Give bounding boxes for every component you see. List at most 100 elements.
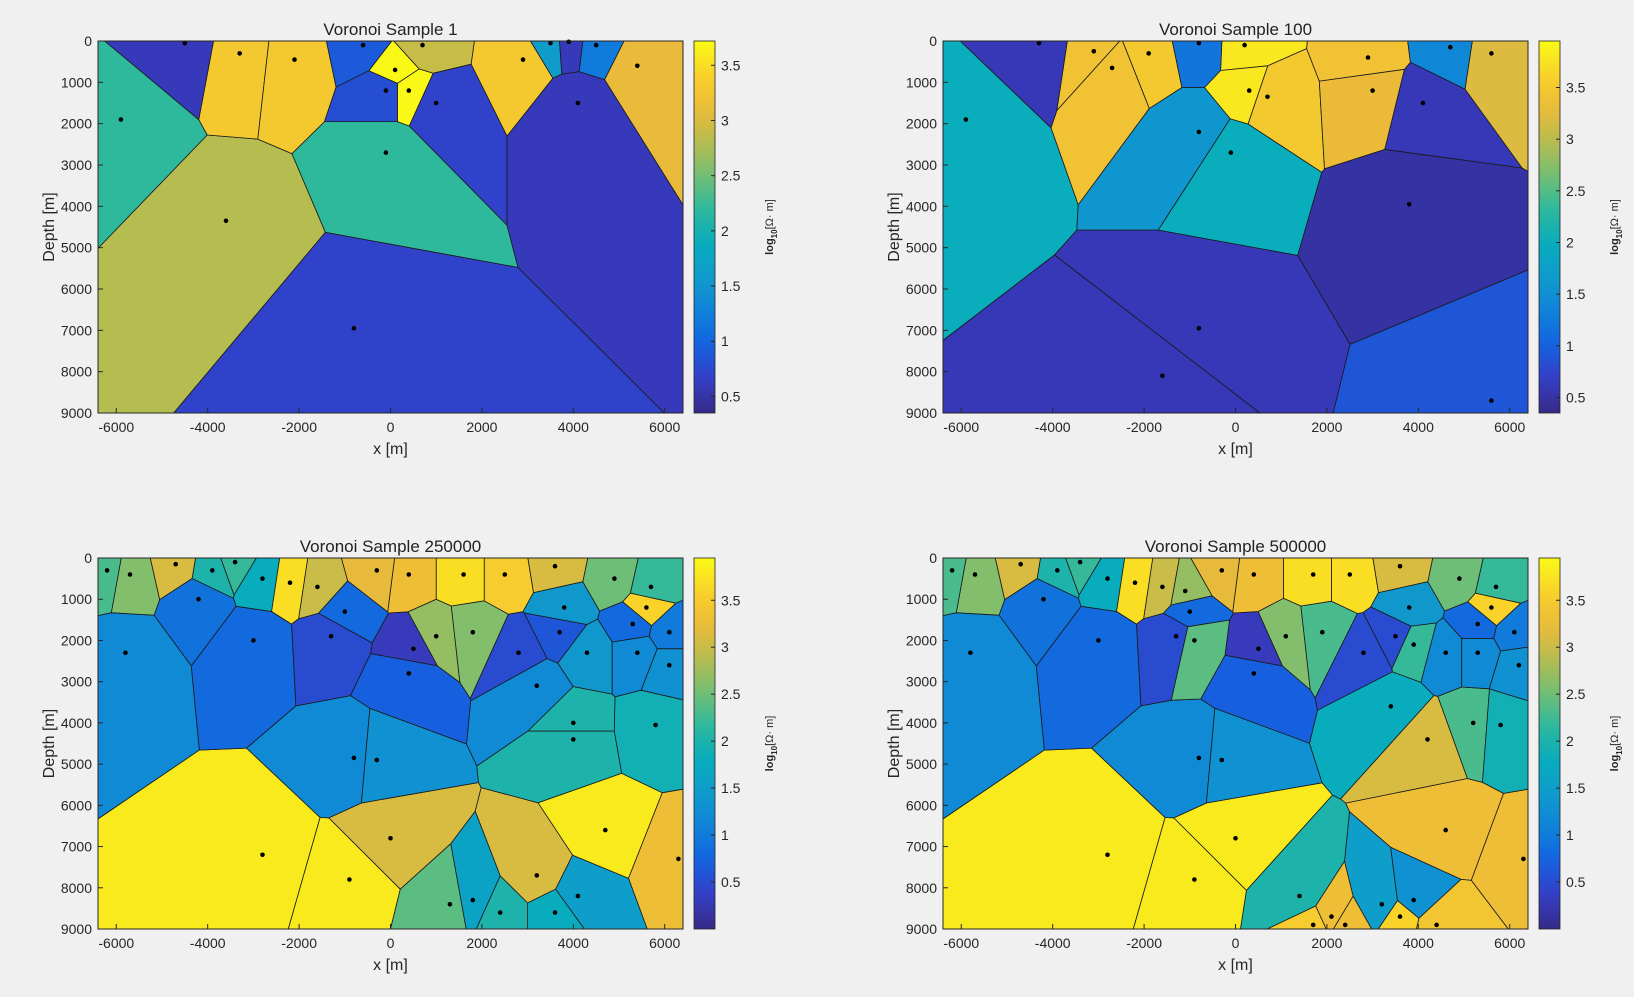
- cell-nucleus: [1219, 568, 1225, 573]
- colorbar-tick-label: 2.5: [1566, 183, 1586, 199]
- y-tick-label: 5000: [61, 756, 92, 772]
- y-tick-label: 5000: [906, 756, 937, 772]
- cell-nucleus: [351, 755, 357, 761]
- cell-nucleus: [667, 629, 672, 635]
- cell-nucleus: [260, 576, 265, 581]
- colorbar-tick-label: 2.5: [721, 686, 741, 702]
- x-tick-label: -6000: [943, 935, 979, 951]
- colorbar-tick-label: 3: [1566, 639, 1574, 655]
- colorbar-tick-label: 3.5: [1566, 592, 1586, 608]
- colorbar-tick-label: 3.5: [721, 592, 741, 608]
- x-tick-label: 2000: [1311, 935, 1342, 951]
- cell-nucleus: [548, 40, 553, 46]
- voronoi-cell: [323, 70, 398, 122]
- y-tick-label: 6000: [61, 281, 92, 297]
- y-tick-label: 4000: [906, 198, 937, 214]
- x-tick-label: 6000: [1494, 419, 1525, 435]
- y-tick-label: 8000: [906, 880, 937, 896]
- y-tick-label: 8000: [906, 364, 937, 380]
- colorbar-label: log10[Ω· m]: [1609, 199, 1624, 255]
- cell-nucleus: [1420, 100, 1426, 106]
- y-axis-label: Depth [m]: [886, 192, 903, 261]
- cell-nucleus: [497, 910, 503, 915]
- y-tick-label: 8000: [61, 880, 92, 896]
- cell-nucleus: [1342, 922, 1348, 928]
- x-tick-label: 6000: [649, 419, 680, 435]
- cell-nucleus: [223, 218, 229, 224]
- cell-nucleus: [1096, 638, 1101, 643]
- cell-nucleus: [470, 629, 476, 635]
- cell-nucleus: [1283, 634, 1289, 639]
- cell-nucleus: [1242, 42, 1247, 48]
- x-tick-label: -2000: [281, 935, 317, 951]
- y-axis-label: Depth [m]: [41, 709, 58, 778]
- cell-nucleus: [1393, 634, 1398, 639]
- cell-nucleus: [552, 910, 558, 915]
- colorbar-tick-label: 1: [721, 827, 729, 843]
- cell-nucleus: [575, 100, 581, 106]
- colorbar-label: log10[Ω· m]: [764, 716, 779, 772]
- cell-nucleus: [1091, 49, 1097, 54]
- cell-nucleus: [1475, 650, 1480, 656]
- cell-nucleus: [420, 42, 425, 48]
- chart-title: Voronoi Sample 1: [323, 20, 457, 39]
- colorbar-label-subscript: 10: [770, 229, 779, 238]
- cell-nucleus: [1406, 605, 1412, 610]
- cell-nucleus: [1196, 326, 1202, 331]
- cell-nucleus: [1109, 65, 1115, 71]
- cell-nucleus: [1411, 897, 1416, 903]
- cell-nucleus: [584, 650, 590, 656]
- cell-nucleus: [534, 683, 540, 689]
- cell-nucleus: [1196, 40, 1202, 46]
- colorbar-tick-label: 1: [721, 333, 729, 349]
- cell-nucleus: [237, 51, 242, 56]
- cell-nucleus: [516, 650, 521, 656]
- y-tick-label: 4000: [906, 715, 937, 731]
- cell-nucleus: [1457, 576, 1462, 581]
- y-tick-label: 6000: [906, 281, 937, 297]
- cell-nucleus: [963, 117, 969, 122]
- cell-nucleus: [1365, 55, 1371, 60]
- cell-nucleus: [1310, 572, 1316, 577]
- y-tick-label: 7000: [61, 839, 92, 855]
- x-tick-label: -4000: [190, 935, 226, 951]
- y-tick-label: 0: [84, 550, 92, 566]
- colorbar-tick-label: 0.5: [721, 388, 741, 404]
- y-tick-label: 9000: [61, 921, 92, 937]
- cell-nucleus: [392, 67, 398, 73]
- cell-nucleus: [1320, 629, 1325, 635]
- cell-nucleus: [342, 609, 348, 614]
- y-tick-label: 6000: [906, 797, 937, 813]
- y-tick-label: 1000: [61, 74, 92, 90]
- cell-nucleus: [1105, 576, 1110, 581]
- colorbar-tick-label: 1.5: [721, 278, 741, 294]
- cell-nucleus: [447, 902, 453, 907]
- x-tick-label: 0: [1232, 935, 1240, 951]
- cell-nucleus: [1132, 580, 1138, 585]
- cell-nucleus: [1411, 642, 1416, 647]
- colorbar-label-log: log: [764, 755, 776, 772]
- y-tick-label: 7000: [906, 839, 937, 855]
- cell-nucleus: [575, 893, 581, 899]
- cell-nucleus: [1397, 914, 1403, 919]
- cell-nucleus: [1146, 51, 1151, 56]
- cell-nucleus: [648, 584, 654, 590]
- y-tick-label: 3000: [906, 157, 937, 173]
- cell-nucleus: [534, 873, 540, 878]
- cell-nucleus: [118, 117, 124, 122]
- chart-title: Voronoi Sample 250000: [300, 537, 481, 556]
- cell-nucleus: [1233, 836, 1238, 841]
- cell-nucleus: [667, 662, 672, 668]
- colorbar-tick-label: 2: [1566, 733, 1574, 749]
- colorbar-label-unit: [Ω· m]: [764, 716, 776, 746]
- voronoi-cell: [1170, 619, 1230, 701]
- x-tick-label: 6000: [649, 935, 680, 951]
- colorbar-tick-label: 0.5: [721, 874, 741, 890]
- y-tick-label: 5000: [906, 240, 937, 256]
- x-axis-label: x [m]: [373, 957, 408, 974]
- colorbar-tick-label: 0.5: [1566, 874, 1586, 890]
- cell-nucleus: [1361, 650, 1366, 656]
- colorbar-tick-label: 3.5: [721, 57, 741, 73]
- cell-nucleus: [1251, 671, 1257, 676]
- y-tick-label: 9000: [906, 921, 937, 937]
